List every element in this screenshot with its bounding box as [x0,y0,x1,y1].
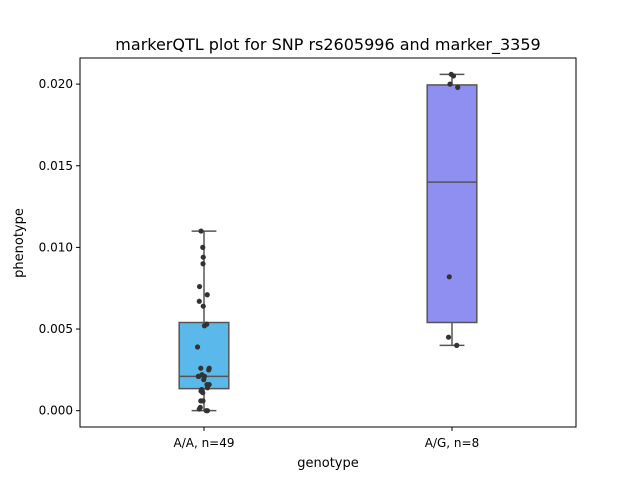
y-tick-label: 0.020 [39,77,73,91]
data-point [445,334,452,340]
data-point [201,323,208,329]
data-point [198,228,204,234]
x-tick-label: A/G, n=8 [425,436,479,450]
data-point [200,261,206,267]
data-point [200,254,206,260]
data-point [198,365,204,371]
y-tick-label: 0.015 [39,159,73,173]
data-point [194,344,201,350]
data-point [447,81,453,87]
data-point [200,244,206,250]
data-point [454,342,460,348]
data-point [455,84,461,90]
data-point [204,292,210,298]
y-axis-ticks: 0.000 0.005 0.010 0.015 0.020 [39,77,80,418]
data-point [204,408,211,414]
data-point [196,373,202,379]
y-tick-label: 0.000 [39,404,73,418]
box-layer [178,73,478,412]
data-point [200,303,206,309]
data-point [200,398,206,404]
y-tick-label: 0.010 [39,240,73,254]
plot-frame [79,57,577,428]
data-point [197,404,203,411]
x-tick-label: A/A, n=49 [173,436,234,450]
x-axis-label: genotype [297,456,358,471]
y-tick-label: 0.005 [39,322,73,336]
data-point [196,283,203,290]
plot-background [80,58,576,427]
data-point [450,73,457,79]
data-point [196,298,202,304]
data-point [198,388,204,394]
chart-title: markerQTL plot for SNP rs2605996 and mar… [115,35,540,55]
data-point [204,385,211,391]
data-point [206,367,212,373]
data-point [201,377,207,383]
box-iqr [426,84,478,324]
point-layer [194,71,461,414]
x-axis-ticks: A/A, n=49 A/G, n=8 [173,427,479,450]
data-point [446,274,452,280]
y-axis-label: phenotype [12,208,27,278]
